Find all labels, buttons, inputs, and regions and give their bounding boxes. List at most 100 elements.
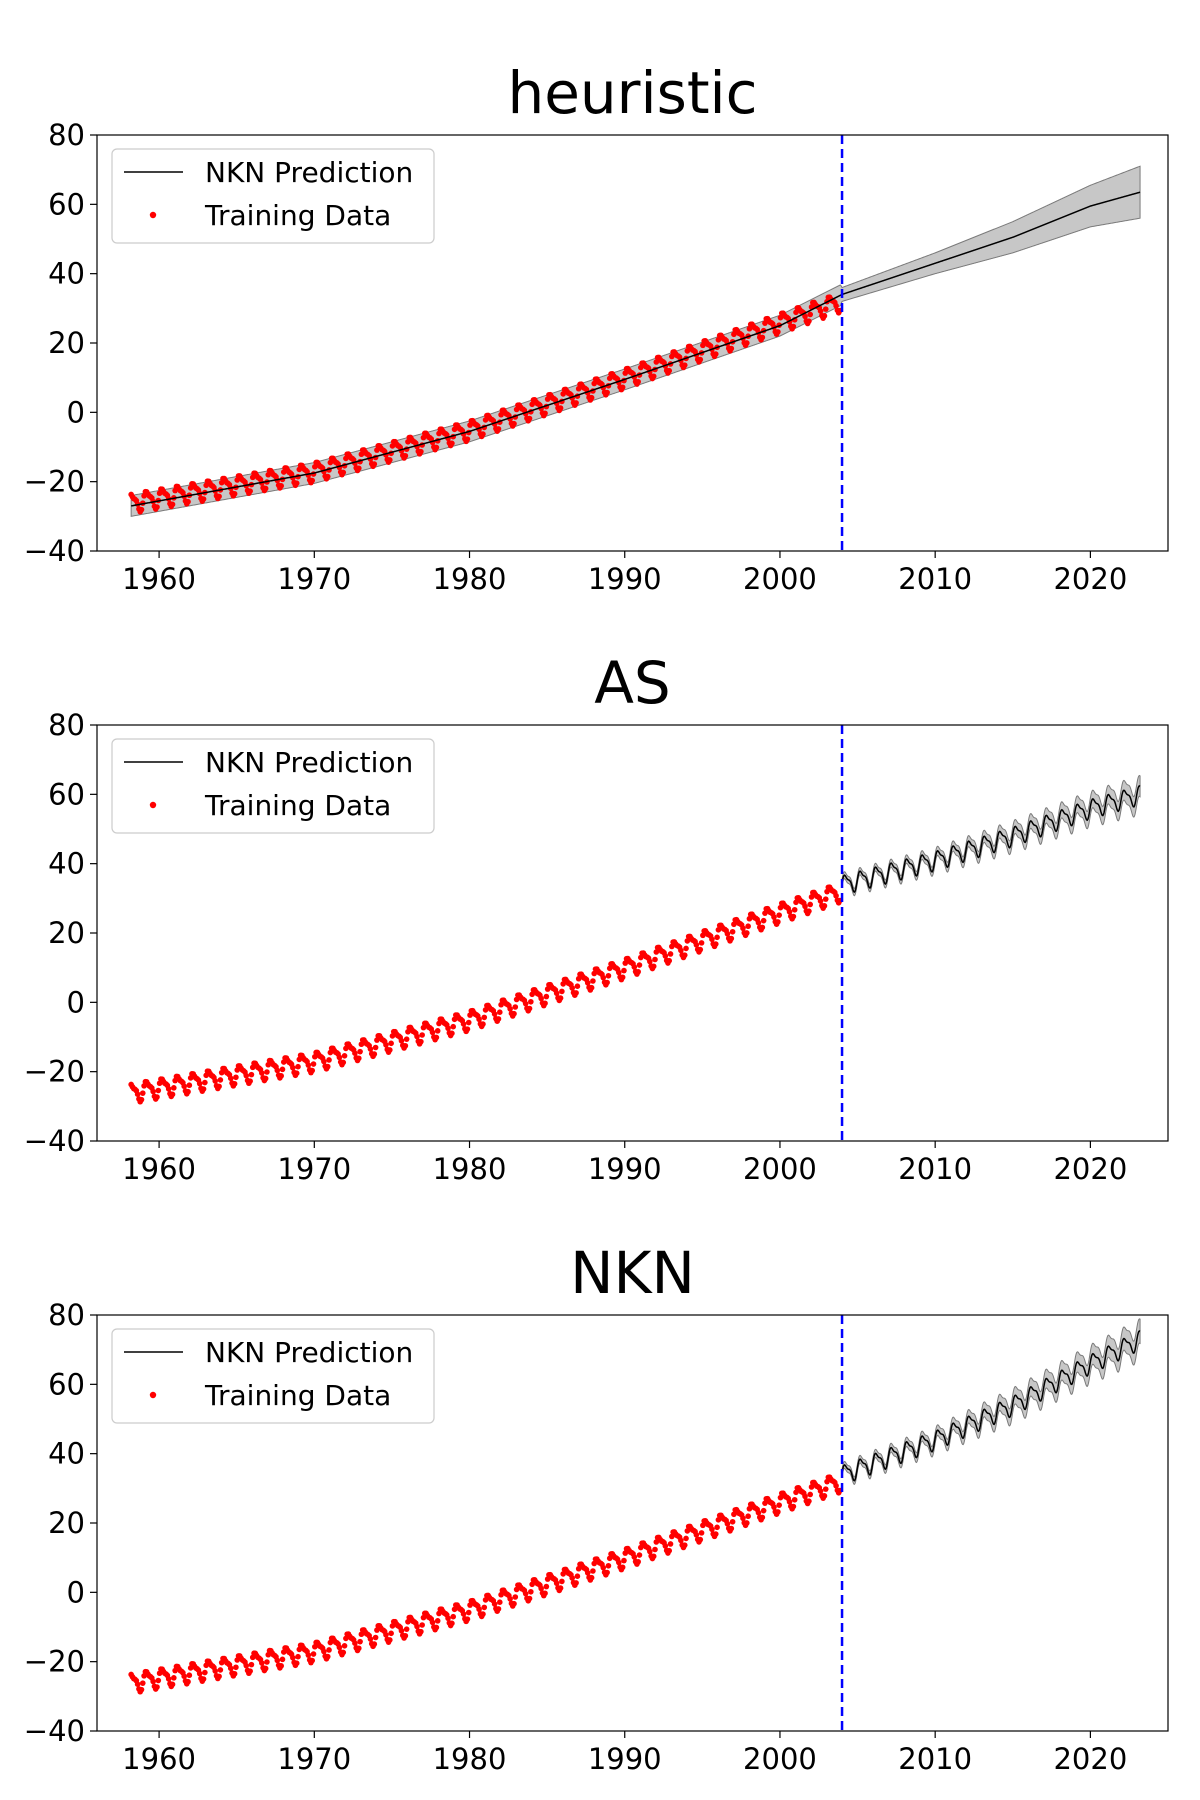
training-data-point bbox=[202, 1669, 208, 1676]
training-data-point bbox=[697, 1536, 704, 1543]
training-data-point bbox=[295, 1653, 301, 1660]
training-data-point bbox=[388, 1630, 394, 1637]
training-data-series bbox=[128, 884, 843, 1105]
training-data-point bbox=[806, 908, 812, 914]
training-data-point bbox=[372, 1634, 379, 1641]
training-data-series bbox=[128, 294, 843, 515]
training-data-point bbox=[588, 394, 595, 401]
training-data-point bbox=[243, 1662, 250, 1669]
y-tick-label: −40 bbox=[24, 1714, 85, 1748]
training-data-point bbox=[310, 1651, 317, 1657]
training-data-point bbox=[387, 1637, 393, 1643]
legend-label-training: Training Data bbox=[204, 199, 391, 232]
training-data-point bbox=[403, 1626, 410, 1632]
x-tick-label: 1990 bbox=[588, 562, 662, 596]
training-data-point bbox=[402, 1632, 409, 1639]
training-data-point bbox=[196, 1670, 203, 1677]
training-data-point bbox=[324, 473, 331, 480]
training-data-point bbox=[542, 1590, 548, 1597]
training-data-point bbox=[310, 1061, 317, 1067]
training-data-point bbox=[807, 901, 814, 908]
training-data-point bbox=[573, 1580, 579, 1586]
training-data-point bbox=[821, 1493, 828, 1499]
training-data-point bbox=[480, 1021, 486, 1027]
training-data-point bbox=[662, 953, 669, 959]
training-data-point bbox=[433, 444, 440, 451]
training-data-point bbox=[169, 1681, 176, 1688]
legend: NKN Prediction Training Data bbox=[111, 738, 435, 834]
training-data-point bbox=[771, 914, 777, 920]
training-data-point bbox=[403, 1036, 410, 1042]
training-data-point bbox=[481, 1604, 488, 1611]
training-data-point bbox=[790, 913, 797, 920]
training-data-point bbox=[480, 1611, 486, 1617]
training-data-point bbox=[615, 969, 622, 976]
training-data-point bbox=[418, 448, 424, 455]
training-data-point bbox=[138, 1096, 145, 1103]
training-data-point bbox=[662, 1543, 669, 1549]
training-data-point bbox=[402, 452, 409, 459]
training-data-point bbox=[590, 1568, 596, 1574]
training-data-point bbox=[507, 1596, 513, 1602]
training-data-point bbox=[666, 367, 673, 374]
training-data-point bbox=[713, 1531, 719, 1537]
training-data-point bbox=[419, 1032, 425, 1038]
training-data-point bbox=[336, 1054, 343, 1061]
x-tick-label: 1970 bbox=[277, 562, 351, 596]
training-data-point bbox=[233, 1074, 239, 1081]
training-data-point bbox=[429, 1619, 436, 1626]
training-data-point bbox=[233, 1664, 239, 1671]
training-data-point bbox=[290, 1654, 296, 1661]
training-data-point bbox=[324, 1653, 331, 1660]
training-data-point bbox=[573, 990, 579, 996]
training-data-point bbox=[216, 493, 222, 500]
training-data-point bbox=[476, 1016, 482, 1023]
training-data-point bbox=[434, 1618, 441, 1624]
x-tick-label: 1970 bbox=[277, 1742, 351, 1776]
training-data-point bbox=[383, 1042, 389, 1048]
legend-point-swatch bbox=[149, 801, 157, 809]
training-data-point bbox=[279, 1066, 286, 1073]
training-data-point bbox=[340, 1649, 347, 1656]
training-data-point bbox=[464, 436, 471, 442]
y-tick-label: 20 bbox=[48, 1506, 85, 1540]
training-data-point bbox=[511, 420, 517, 427]
chart-title: AS bbox=[594, 649, 671, 717]
training-data-point bbox=[248, 1071, 255, 1078]
x-tick-label: 1980 bbox=[433, 1152, 507, 1186]
x-tick-label: 2010 bbox=[898, 562, 972, 596]
training-data-point bbox=[522, 1590, 529, 1597]
training-data-point bbox=[155, 1677, 162, 1684]
y-tick-label: 40 bbox=[48, 257, 85, 291]
training-data-point bbox=[600, 974, 607, 981]
training-data-point bbox=[433, 1034, 440, 1041]
chart-panel-as: AS 1960 1970 1980 1990 2000 2010 2020 −40 −20 0 20 4… bbox=[24, 649, 1169, 1186]
training-data-point bbox=[802, 1493, 808, 1500]
training-data-point bbox=[542, 410, 548, 417]
training-data-point bbox=[833, 1482, 839, 1489]
legend-label-prediction: NKN Prediction bbox=[205, 156, 413, 189]
training-data-point bbox=[569, 985, 576, 991]
training-data-point bbox=[418, 1038, 424, 1045]
training-data-point bbox=[150, 1678, 156, 1685]
training-data-point bbox=[512, 1004, 519, 1010]
prediction-line bbox=[841, 784, 1141, 894]
training-data-point bbox=[744, 930, 750, 936]
training-data-point bbox=[817, 1488, 824, 1494]
training-data-point bbox=[429, 1029, 436, 1036]
training-data-point bbox=[631, 1554, 638, 1560]
training-data-point bbox=[387, 1047, 393, 1053]
y-tick-label: 80 bbox=[48, 118, 85, 152]
training-data-point bbox=[512, 1594, 519, 1600]
y-tick-label: −40 bbox=[24, 534, 85, 568]
training-data-point bbox=[833, 302, 839, 309]
training-data-point bbox=[495, 1606, 502, 1612]
training-data-point bbox=[538, 995, 544, 1002]
training-data-point bbox=[755, 919, 762, 926]
training-data-point bbox=[526, 1005, 533, 1012]
training-data-point bbox=[371, 1641, 378, 1647]
legend: NKN Prediction Training Data bbox=[111, 148, 435, 244]
training-data-point bbox=[491, 1011, 498, 1017]
training-data-point bbox=[714, 934, 720, 941]
training-data-point bbox=[326, 1057, 332, 1063]
